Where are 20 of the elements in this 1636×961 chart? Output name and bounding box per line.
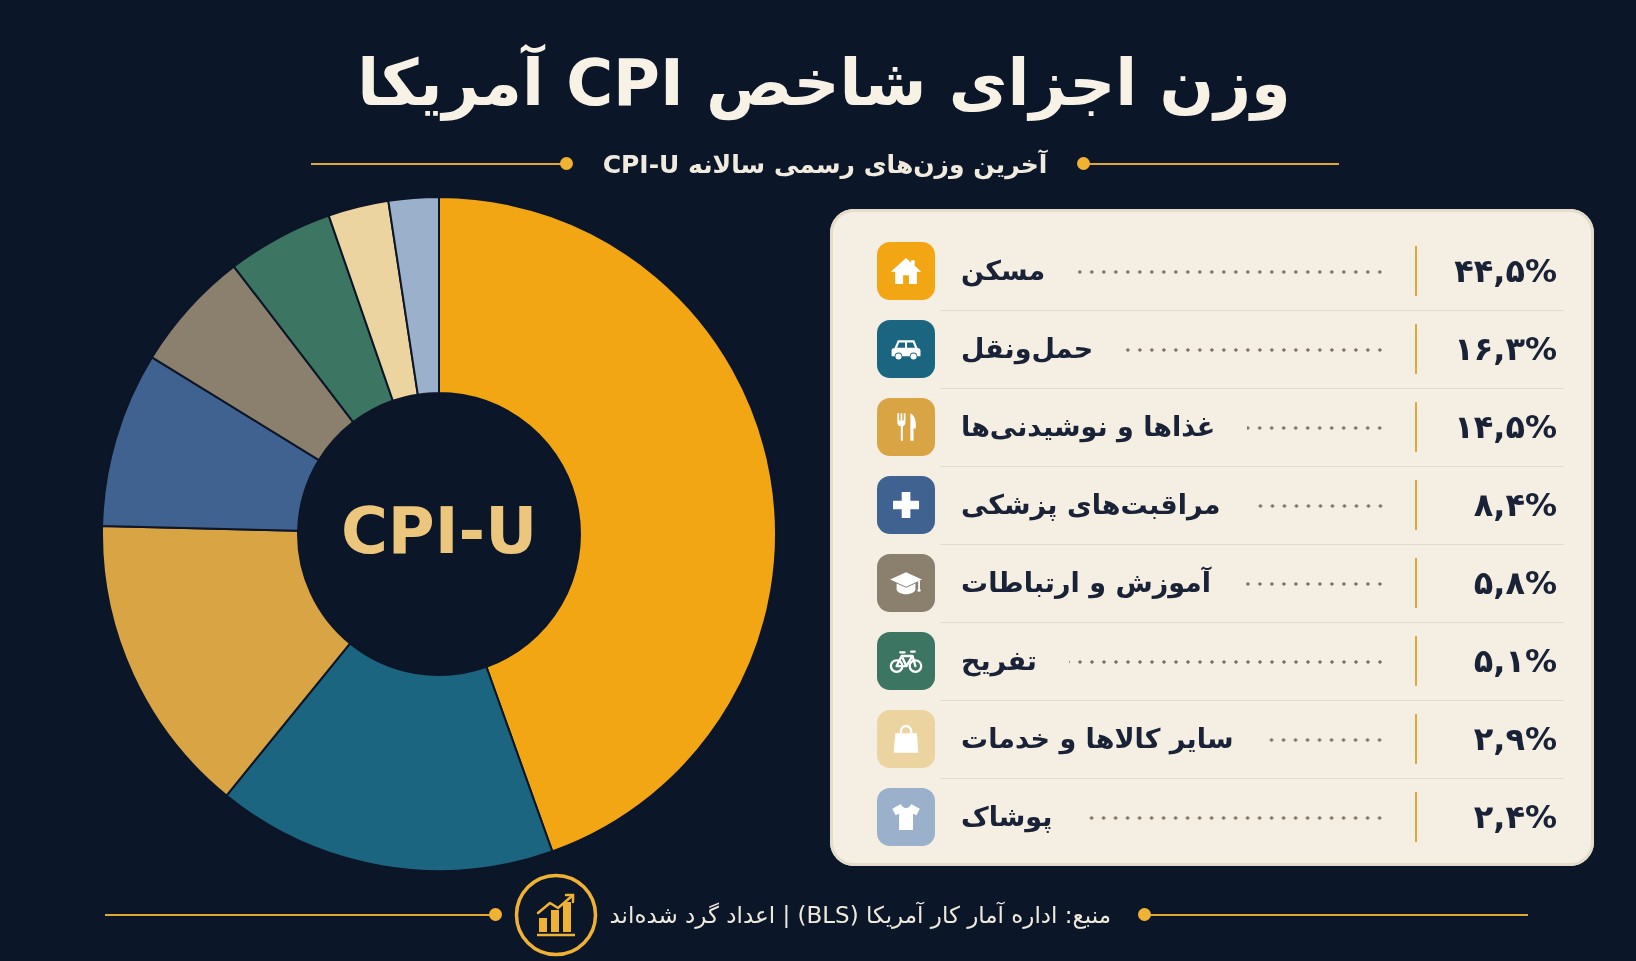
legend-label: پوشاک <box>961 800 1053 835</box>
legend-label: آموزش و ارتباطات <box>961 565 1212 601</box>
data-label: ۴۴,۵% <box>1454 251 1557 292</box>
data-label: ۵,۸% <box>1473 563 1557 604</box>
legend-label: حمل‌ونقل <box>961 332 1094 367</box>
legend-label: مسکن <box>961 254 1046 289</box>
chart-subtitle: آخرین وزن‌های رسمی سالانه CPI-U <box>602 149 1048 179</box>
legend-label: تفریح <box>961 644 1037 679</box>
data-label: ۲,۴% <box>1473 797 1557 838</box>
legend-label: مراقبت‌های پزشکی <box>961 488 1221 523</box>
text: منبع: اداره آمار کار آمریکا (BLS) | اعداد گرد شده‌اند <box>609 900 1111 931</box>
chart-title: وزن اجزای شاخص CPI آمریکا <box>356 43 1292 123</box>
data-label: ۵,۱% <box>1473 641 1557 682</box>
legend-label: غذاها و نوشیدنی‌ها <box>961 410 1216 445</box>
data-label: ۱۴,۵% <box>1454 407 1557 448</box>
data-label: ۸,۴% <box>1473 485 1557 526</box>
data-label: ۱۶,۳% <box>1454 329 1557 370</box>
legend-label: سایر کالاها و خدمات <box>961 722 1234 757</box>
data-label: ۲,۹% <box>1473 719 1557 760</box>
text: CPI-U <box>340 493 538 568</box>
